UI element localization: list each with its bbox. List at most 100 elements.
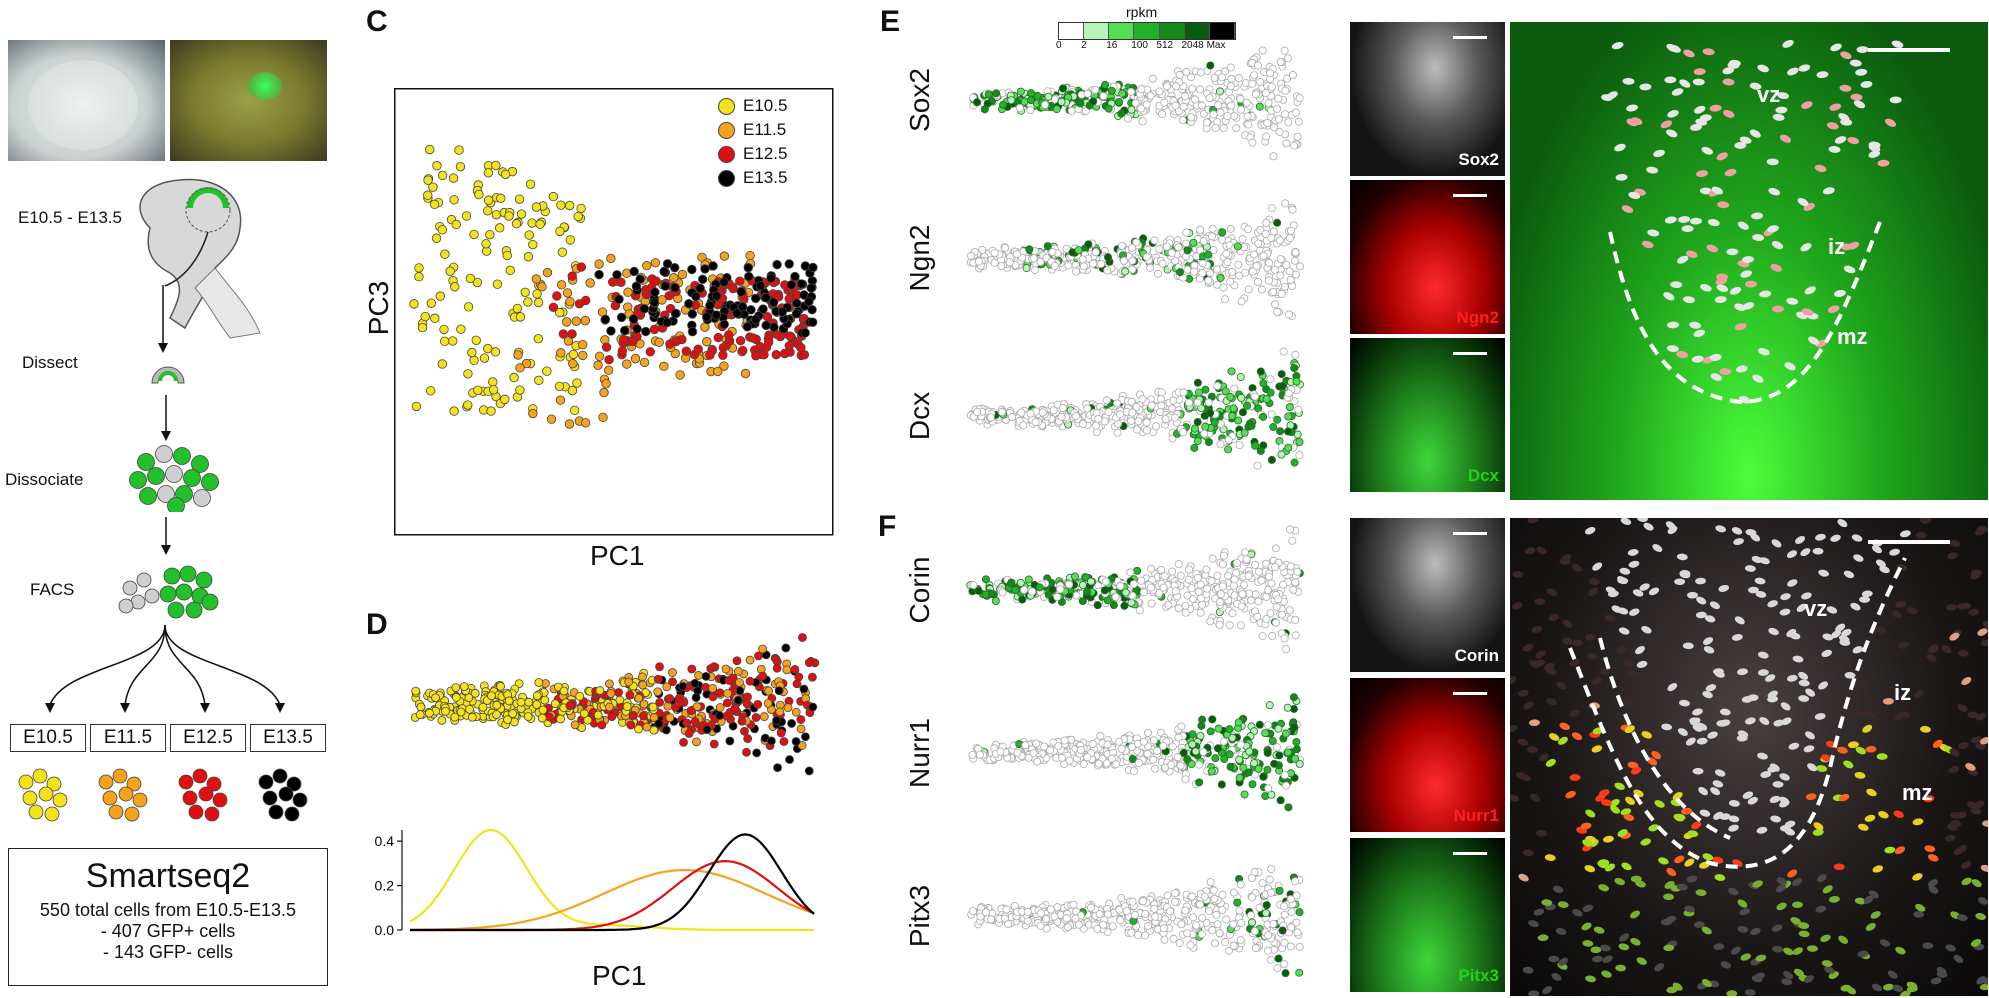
stage-cell	[38, 786, 54, 802]
swarm-point	[690, 678, 700, 688]
nucleus	[1847, 741, 1859, 749]
nucleus	[1745, 717, 1756, 725]
cell-point	[1284, 748, 1293, 757]
cell-point	[1227, 101, 1236, 110]
nucleus	[1696, 170, 1709, 178]
scatter-point	[594, 351, 605, 362]
cell-point	[1254, 239, 1263, 248]
cell-point	[1264, 276, 1273, 285]
cell-point	[1256, 446, 1265, 455]
cell-point	[1196, 85, 1205, 94]
nucleus	[1706, 244, 1719, 253]
cell-point	[1126, 568, 1135, 577]
cell-point	[968, 907, 977, 916]
nucleus	[1968, 608, 1980, 616]
cell-point	[1202, 118, 1211, 127]
cell-point	[1226, 224, 1235, 233]
cell-point	[1254, 567, 1263, 576]
scatter-point	[528, 408, 538, 419]
nucleus	[1595, 793, 1606, 802]
nucleus	[1619, 567, 1631, 575]
swarm-point	[634, 693, 644, 703]
nucleus	[1666, 321, 1679, 329]
cell-point	[1279, 580, 1288, 589]
cell-point	[1048, 585, 1057, 594]
nucleus	[1830, 534, 1841, 542]
scatter-point	[649, 297, 659, 307]
cell	[191, 455, 209, 473]
cell-point	[1177, 920, 1186, 929]
cell-point	[1002, 905, 1011, 914]
scatter-point	[567, 271, 577, 281]
nucleus	[1622, 77, 1635, 85]
nucleus	[1695, 577, 1707, 585]
nucleus	[1691, 355, 1704, 363]
cell-point	[1249, 250, 1258, 259]
cell-point	[1022, 264, 1031, 273]
nucleus	[1528, 990, 1540, 996]
swarm-point	[487, 691, 496, 701]
swarm-point	[791, 737, 801, 746]
cell-point	[1197, 930, 1206, 939]
cell-point	[1251, 944, 1260, 953]
scatter-point	[565, 296, 575, 307]
cell-point	[1226, 82, 1235, 91]
cell-point	[1277, 370, 1286, 379]
cell-point	[967, 251, 976, 260]
cell-point	[1148, 74, 1157, 83]
nucleus	[1741, 256, 1754, 263]
cell-point	[1026, 409, 1035, 418]
nucleus	[1658, 857, 1669, 865]
scatter-point	[635, 274, 645, 284]
cell-point	[1240, 790, 1249, 799]
cell-point	[1099, 92, 1108, 101]
cell-point	[1076, 99, 1085, 108]
cell-point	[1102, 759, 1111, 768]
cell-point	[1209, 886, 1218, 895]
nucleus	[1695, 889, 1707, 896]
nucleus	[1545, 758, 1556, 767]
scatter-point	[763, 337, 774, 347]
nucleus	[1528, 920, 1539, 928]
cell	[183, 469, 201, 487]
scatter-point	[732, 308, 742, 318]
cell-point	[1276, 255, 1285, 264]
cell-point	[1265, 259, 1274, 268]
swarm-point	[456, 707, 466, 717]
scatter-point	[662, 317, 672, 328]
nucleus	[1614, 877, 1625, 886]
nucleus	[1876, 753, 1888, 760]
cell-point	[1151, 912, 1160, 921]
cell-point	[1223, 112, 1232, 121]
cell-point	[1057, 753, 1066, 762]
scatter-point	[556, 200, 566, 210]
nucleus	[1781, 717, 1792, 726]
cell-point	[1267, 865, 1276, 874]
cell-point	[1268, 736, 1277, 745]
e-composite-micrograph: vz iz mz	[1510, 22, 1988, 500]
swarm-point	[715, 703, 725, 712]
scatter-point	[740, 368, 751, 379]
cell-point	[1074, 246, 1083, 255]
nucleus	[1772, 781, 1784, 788]
cell-point	[1263, 946, 1272, 955]
nucleus	[1919, 725, 1931, 733]
nucleus	[1689, 321, 1702, 329]
cell-point	[1153, 746, 1162, 755]
swarm-point	[752, 748, 762, 758]
nucleus	[1912, 873, 1923, 881]
stage-box-e135: E13.5	[250, 724, 326, 752]
cell-point	[1248, 918, 1257, 927]
cell-point	[978, 245, 987, 254]
cell-point	[1169, 396, 1178, 405]
cell-point	[1220, 754, 1229, 763]
cell-point	[1000, 243, 1009, 252]
scatter-point	[671, 336, 681, 347]
nucleus	[1850, 93, 1863, 101]
cell-point	[1141, 910, 1150, 919]
swarm-point	[794, 672, 804, 682]
cell-point	[1190, 267, 1199, 276]
rpkm-swatch	[1184, 23, 1210, 39]
cell-point	[1263, 748, 1272, 757]
cell-point	[1058, 403, 1067, 412]
